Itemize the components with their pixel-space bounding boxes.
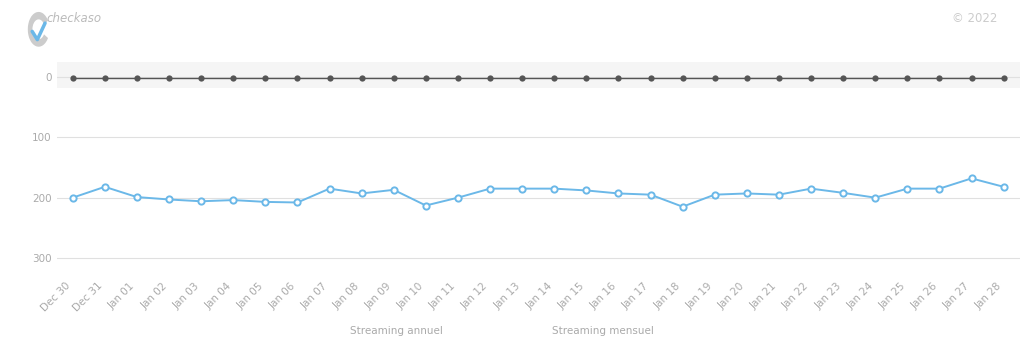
Wedge shape	[28, 12, 48, 47]
Text: Streaming annuel: Streaming annuel	[350, 326, 443, 336]
Text: © 2022: © 2022	[952, 12, 997, 25]
Text: Streaming mensuel: Streaming mensuel	[552, 326, 653, 336]
Text: checkaso: checkaso	[46, 12, 102, 25]
Bar	[57, 62, 1020, 88]
